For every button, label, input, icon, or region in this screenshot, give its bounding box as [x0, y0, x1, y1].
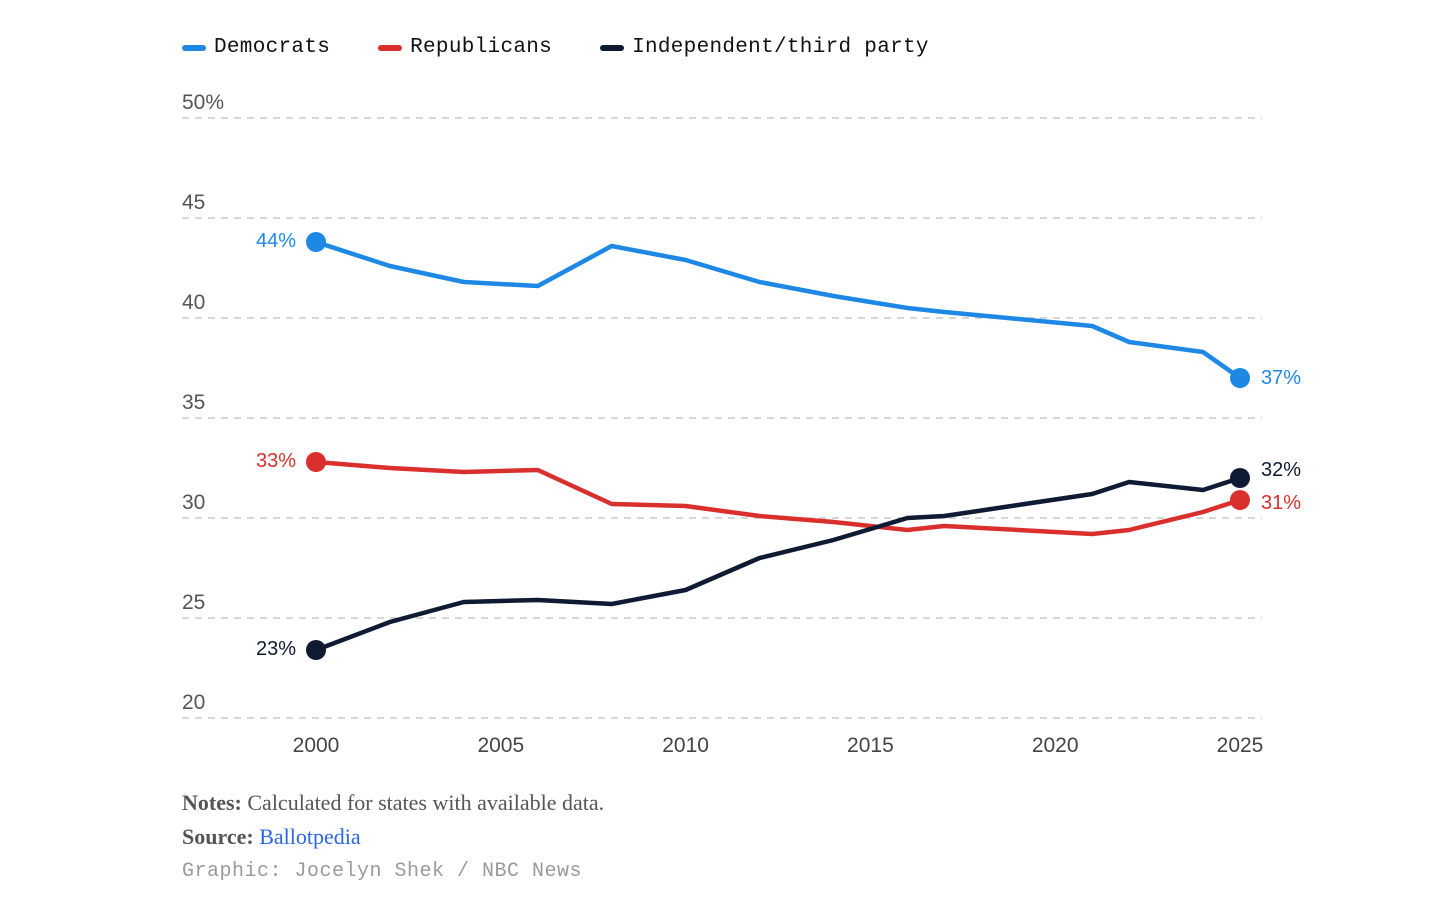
series-start-label: 44% [256, 230, 296, 252]
series-end-point [1230, 490, 1250, 510]
legend-swatch [378, 44, 403, 51]
y-tick-label: 50% [182, 91, 224, 114]
x-tick-label: 2015 [847, 734, 894, 757]
source-link[interactable]: Ballotpedia [259, 824, 361, 849]
series-start-label: 33% [256, 450, 296, 472]
source-line: Source: Ballotpedia [182, 820, 604, 854]
legend-label: Independent/third party [632, 36, 929, 59]
series-line [313, 459, 1243, 537]
legend-item: Independent/third party [600, 36, 929, 59]
series-end-label: 37% [1261, 367, 1301, 389]
x-tick-label: 2020 [1032, 734, 1079, 757]
y-tick-label: 20 [182, 691, 205, 714]
x-tick-label: 2005 [477, 734, 524, 757]
legend-swatch [600, 44, 625, 51]
notes-label: Notes: [182, 790, 242, 815]
graphic-credit: Graphic: Jocelyn Shek / NBC News [182, 860, 583, 883]
y-tick-label: 35 [182, 391, 205, 414]
source-label: Source: [182, 824, 254, 849]
chart-legend: Democrats Republicans Independent/third pa… [182, 36, 977, 59]
y-tick-label: 40 [182, 291, 205, 314]
x-tick-label: 2025 [1217, 734, 1264, 757]
series-end-point [1230, 468, 1250, 488]
series-line [313, 475, 1243, 653]
series-end-label: 32% [1261, 459, 1301, 481]
y-tick-label: 30 [182, 491, 205, 514]
x-tick-label: 2010 [662, 734, 709, 757]
notes-text: Calculated for states with available dat… [241, 790, 605, 815]
x-tick-label: 2000 [293, 734, 340, 757]
legend-swatch [182, 44, 206, 51]
legend-item: Democrats [182, 36, 330, 59]
series-start-point [306, 452, 326, 472]
series-start-point [306, 232, 326, 252]
series-end-point [1230, 368, 1250, 388]
notes-line: Notes: Calculated for states with availa… [182, 786, 604, 820]
y-tick-label: 45 [182, 191, 205, 214]
line-chart: 50% 45 40 35 30 25 20 2000 2005 2010 2015 2020 2025 4… [182, 91, 1301, 757]
legend-label: Republicans [410, 36, 553, 59]
series-start-point [306, 640, 326, 660]
legend-item: Republicans [378, 36, 552, 59]
series-end-label: 31% [1261, 492, 1301, 514]
chart-footer: Notes: Calculated for states with availa… [182, 786, 604, 890]
legend-label: Democrats [214, 36, 331, 59]
y-tick-label: 25 [182, 591, 205, 614]
series-line [313, 239, 1243, 381]
series-start-label: 23% [256, 638, 296, 660]
